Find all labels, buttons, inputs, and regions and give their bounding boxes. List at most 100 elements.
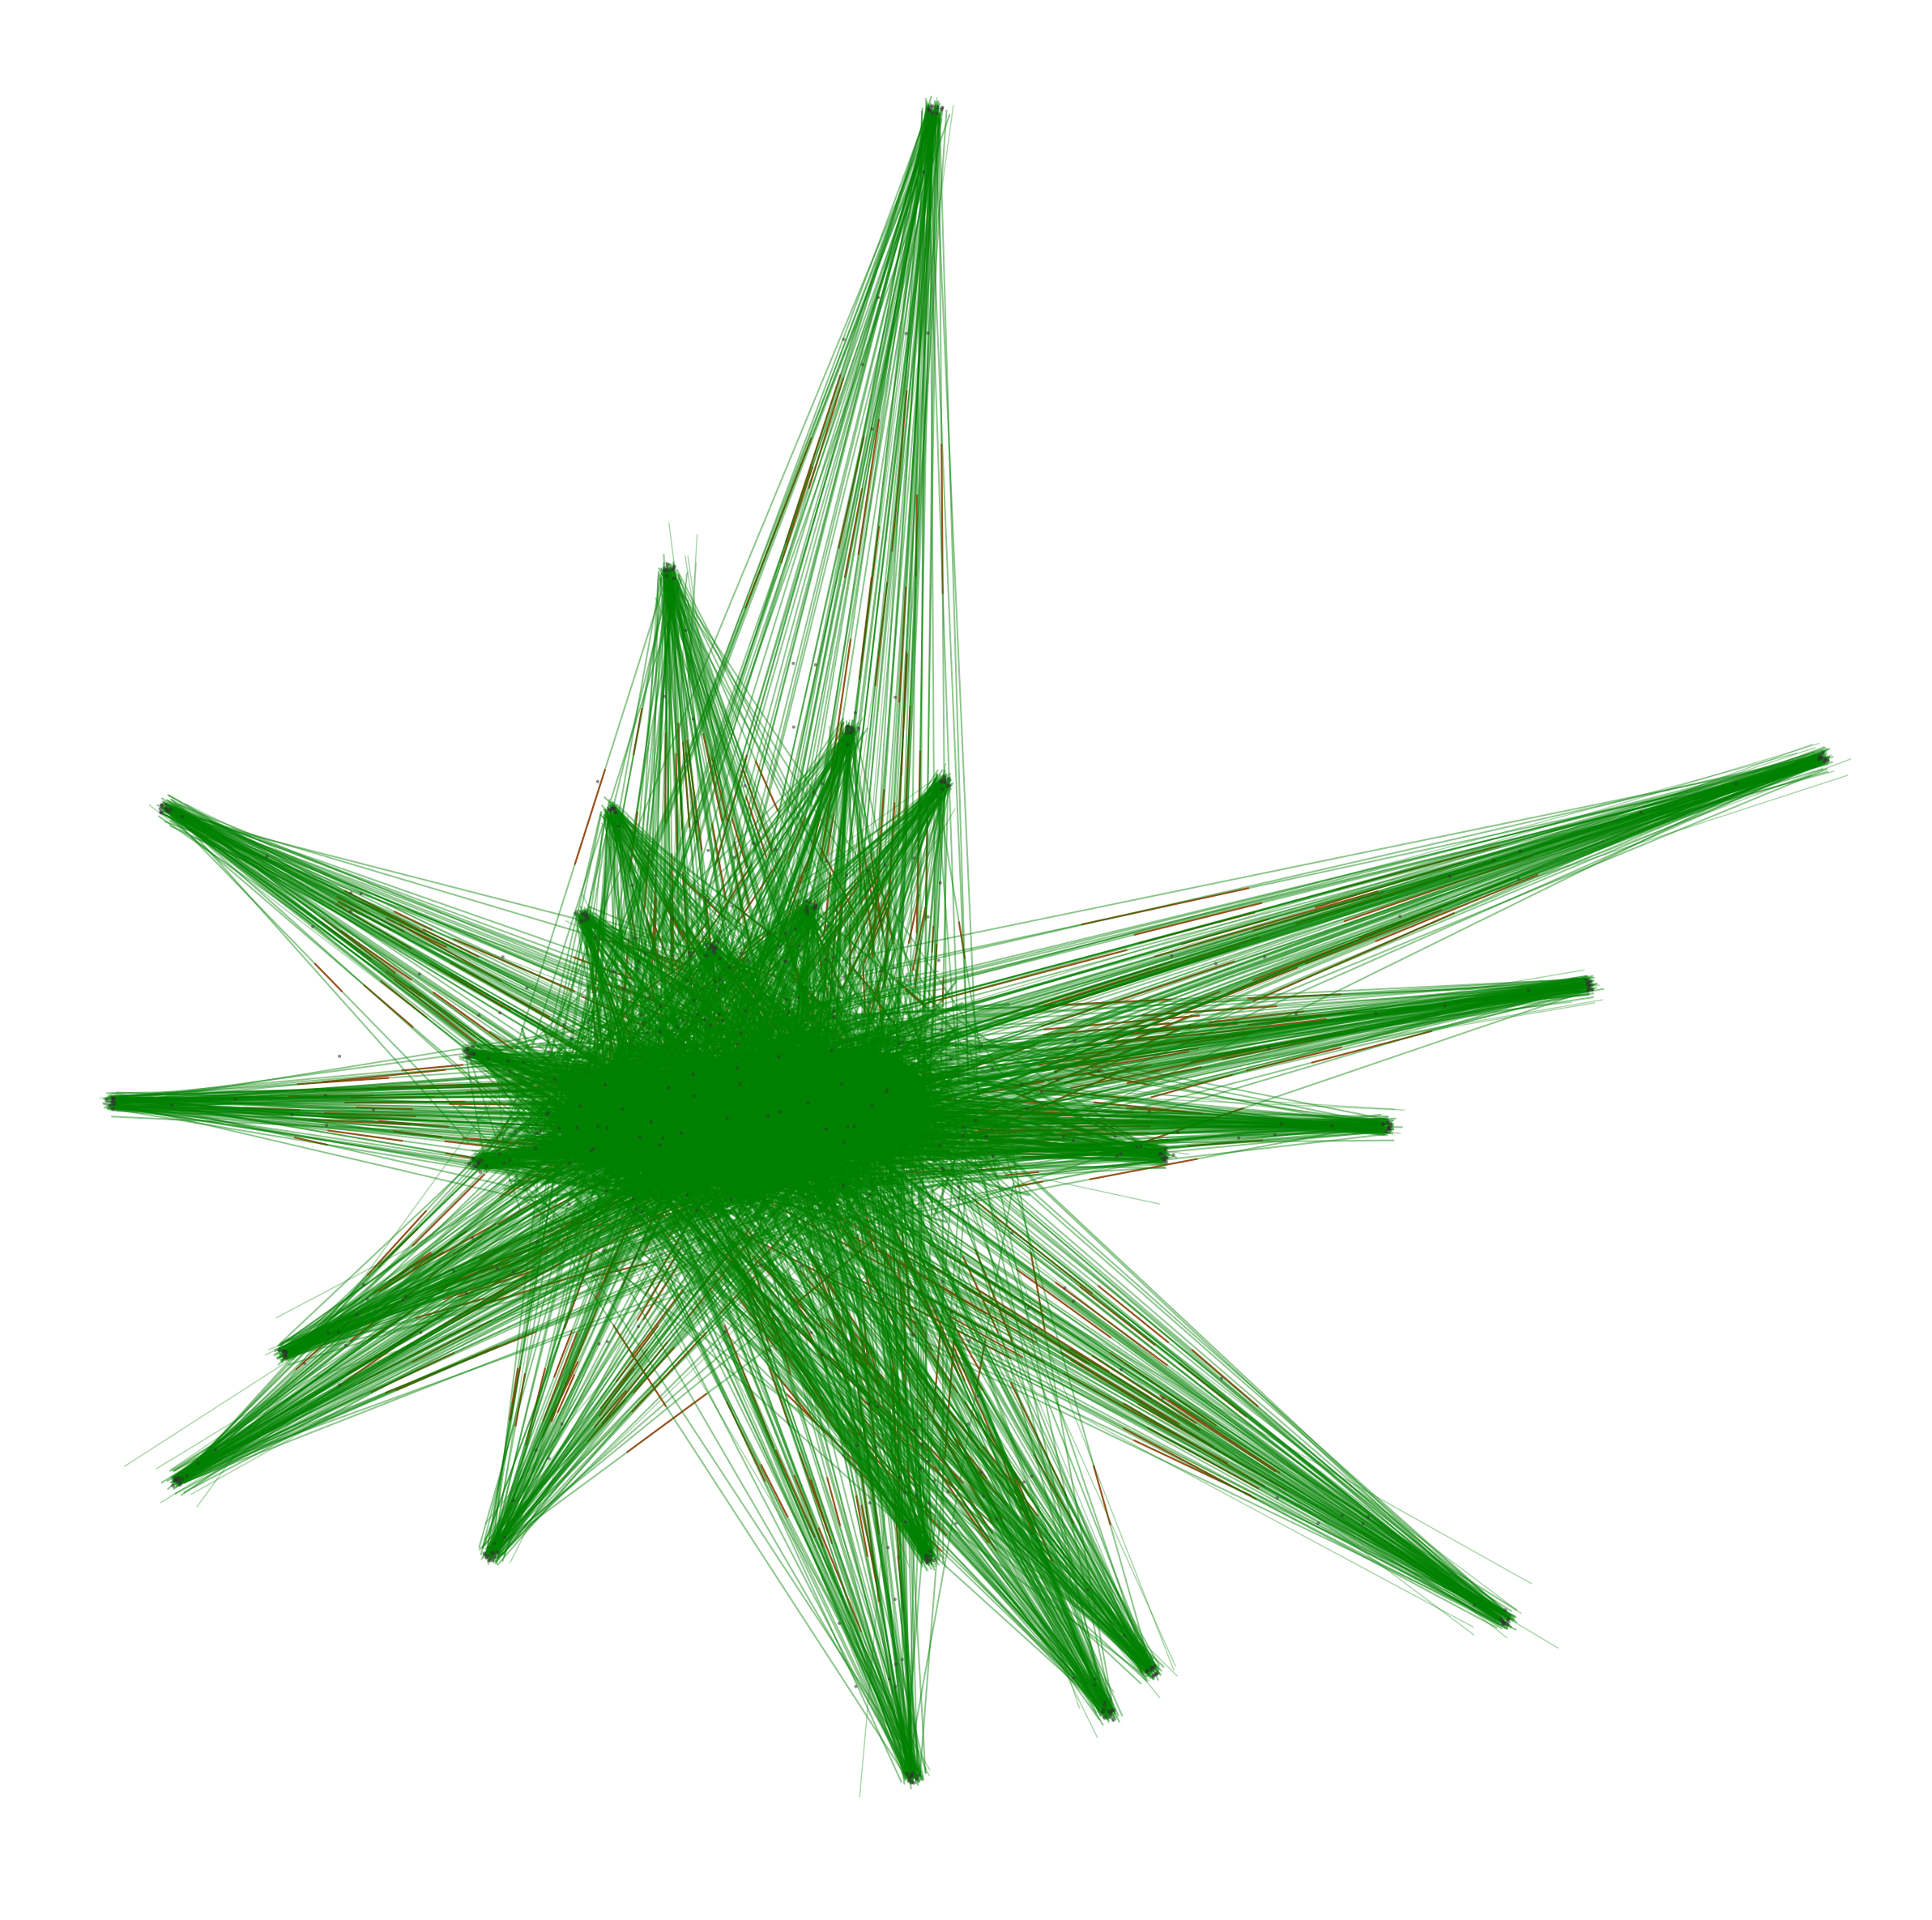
graph-node: [1093, 1683, 1097, 1687]
red-edge: [859, 869, 883, 905]
red-edge: [778, 934, 795, 983]
green-edge: [859, 1116, 1497, 1620]
green-edge: [629, 1122, 922, 1774]
graph-node: [1145, 1669, 1149, 1673]
red-edge: [784, 373, 842, 544]
red-edge: [1222, 1028, 1368, 1060]
red-edge: [650, 918, 667, 954]
green-edge: [862, 1032, 1163, 1152]
graph-node: [868, 1193, 872, 1196]
graph-node: [1237, 1136, 1241, 1140]
red-edge: [1048, 1028, 1245, 1051]
green-edge: [885, 1138, 914, 1782]
green-edge: [181, 1131, 639, 1479]
red-edge: [1013, 1069, 1103, 1087]
green-edge: [933, 115, 979, 1099]
red-edge: [671, 853, 675, 954]
green-edge: [888, 1145, 928, 1565]
graph-node: [974, 1118, 978, 1122]
red-edge: [946, 1314, 1024, 1359]
graph-node: [995, 1517, 999, 1521]
red-edge: [631, 1289, 685, 1358]
red-edge: [932, 1389, 980, 1451]
green-edge: [559, 117, 937, 1086]
graph-node: [1034, 1327, 1038, 1331]
red-edge: [1070, 1359, 1214, 1448]
red-edge: [863, 907, 889, 964]
red-edge: [1040, 960, 1235, 1027]
red-edge: [786, 1393, 881, 1487]
green-edge: [117, 1107, 666, 1193]
red-edge: [1015, 1268, 1112, 1339]
graph-node: [898, 1475, 902, 1479]
red-edge: [928, 1242, 1045, 1316]
red-edge: [975, 1287, 1110, 1373]
graph-node: [467, 1162, 471, 1166]
green-edge: [917, 760, 1826, 1105]
graph-node: [784, 997, 788, 1001]
red-edge: [1091, 1355, 1197, 1425]
green-edge: [790, 753, 1815, 1094]
red-edge: [378, 1120, 449, 1128]
graph-node: [465, 1047, 470, 1052]
green-edge: [820, 1152, 1113, 1713]
green-edge: [160, 797, 602, 1113]
green-edge: [683, 1152, 940, 1566]
graph-node: [944, 779, 948, 784]
red-edge: [497, 1200, 538, 1226]
red-edge: [665, 973, 692, 992]
green-edge: [646, 1130, 1154, 1660]
green-edge: [169, 814, 516, 1170]
graph-node: [813, 663, 817, 667]
red-edge: [838, 436, 865, 549]
red-edge: [631, 1331, 708, 1413]
red-edge: [737, 1296, 778, 1351]
red-edge: [514, 1218, 583, 1252]
green-edge: [665, 568, 760, 1095]
green-edge: [488, 1167, 774, 1557]
graph-node: [663, 569, 667, 574]
red-edge: [1190, 1033, 1331, 1064]
green-edge: [291, 1176, 801, 1356]
red-edge: [952, 1340, 984, 1391]
green-edge: [665, 1116, 1101, 1721]
green-edge: [659, 1161, 1506, 1624]
green-edge: [169, 819, 689, 1106]
green-edge: [864, 983, 1592, 1091]
red-edge: [1055, 1281, 1169, 1367]
graph-node: [800, 1264, 804, 1268]
graph-node: [1171, 1153, 1175, 1158]
green-edge: [861, 748, 1831, 1227]
red-edge: [897, 1555, 905, 1613]
red-edge: [412, 1319, 493, 1363]
green-edge: [686, 1140, 1117, 1719]
graph-node: [876, 296, 881, 300]
green-edge: [658, 1175, 1111, 1720]
red-edge: [768, 934, 805, 973]
green-edge: [178, 1129, 642, 1486]
red-edge: [1304, 908, 1443, 965]
red-edge: [1014, 1180, 1044, 1188]
graph-node: [791, 725, 795, 729]
graph-node: [693, 999, 696, 1003]
graph-node: [660, 1252, 664, 1257]
green-edge: [634, 112, 932, 1145]
graph-node: [568, 1162, 572, 1165]
green-edge: [876, 755, 1819, 1137]
graph-node: [508, 1158, 512, 1162]
red-edge: [744, 796, 768, 858]
green-edge: [718, 1141, 1107, 1712]
green-edge: [577, 849, 647, 1126]
green-edge: [158, 815, 588, 1117]
green-edge: [883, 1084, 1159, 1681]
green-edge: [710, 1117, 915, 1778]
graph-node: [1072, 1299, 1076, 1303]
green-edge: [512, 906, 812, 1079]
green-edge: [842, 762, 1826, 978]
graph-node: [904, 1520, 908, 1524]
red-edge: [741, 767, 774, 852]
green-edge: [898, 110, 934, 983]
green-edge: [164, 807, 592, 1129]
graph-node: [940, 1280, 944, 1284]
red-edge: [642, 1265, 679, 1321]
